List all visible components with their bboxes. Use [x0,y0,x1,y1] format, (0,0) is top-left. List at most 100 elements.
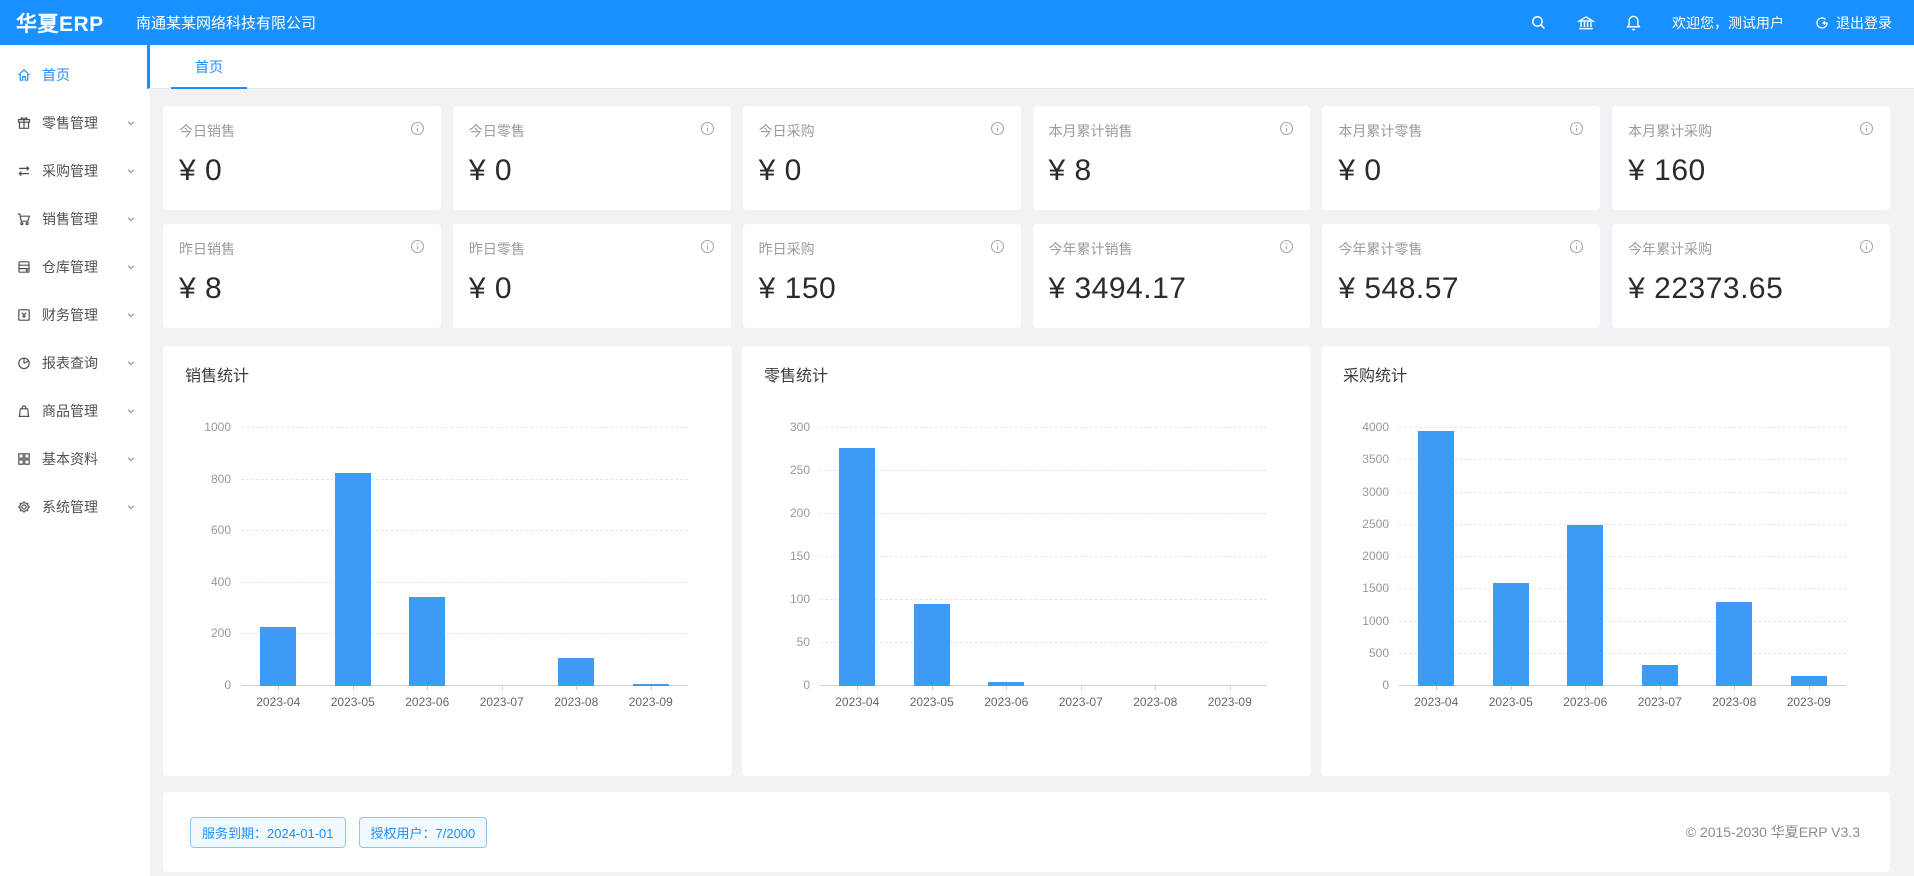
bar [1567,524,1604,686]
info-icon[interactable] [1279,239,1294,254]
info-icon[interactable] [1859,239,1874,254]
y-gridline: 100 [790,592,1267,606]
y-gridline: 0 [1382,678,1846,692]
info-icon[interactable] [990,239,1005,254]
info-icon[interactable] [410,121,425,136]
stat-card-title: 今年累计采购 [1628,241,1713,257]
chevron-down-icon [126,211,136,227]
stat-card: 昨日零售 ¥ 0 [452,224,731,328]
sidebar-item-purchase[interactable]: 采购管理 [0,151,150,191]
bar [988,681,1025,686]
welcome-user[interactable]: 欢迎您，测试用户 [1672,14,1784,31]
purchase-chart-plot: 0 500 1000 1500 2000 2500 3000 3500 4000 [1362,420,1846,692]
stat-card-value: ¥ 0 [468,154,513,187]
grid-icon [16,451,32,467]
y-tick-label: 600 [210,523,231,538]
retail-chart-xlabels: 2023-04 2023-05 2023-06 2023-07 2023-08 2023-… [820,695,1267,709]
x-tick [1006,686,1008,690]
company-name: 南通某某网络科技有限公司 [136,15,317,32]
x-tick-label: 2023-07 [1637,695,1682,709]
logout-icon [1814,15,1830,31]
sidebar-item-retail[interactable]: 零售管理 [0,103,150,143]
sidebar-item-warehouse[interactable]: 仓库管理 [0,247,150,287]
y-tick-label: 0 [224,678,231,692]
x-tick-label: 2023-07 [1058,695,1103,709]
sidebar-item-home[interactable]: 首页 [0,55,150,95]
info-icon[interactable] [1859,121,1874,136]
charts-grid: 销售统计 0 200 400 600 800 1000 2023-04 2023-05 202… [163,346,1890,776]
y-gridline: 1500 [1362,581,1846,595]
active-tab-indicator [171,87,247,89]
logout-button[interactable]: 退出登录 [1814,13,1892,33]
bag-icon [16,403,32,419]
x-tick [501,686,503,690]
home-icon [16,67,32,83]
chevron-down-icon [126,259,136,275]
y-tick-label: 2000 [1362,549,1389,563]
stat-card-value: ¥ 0 [758,154,802,187]
x-tick [576,686,578,690]
y-tick-label: 400 [210,574,231,589]
info-icon[interactable] [990,121,1005,136]
sidebar-item-products[interactable]: 商品管理 [0,391,150,431]
tab-home[interactable]: 首页 [171,45,247,89]
chevron-down-icon [126,451,136,467]
retail-chart-card: 零售统计 0 50 100 150 200 250 300 2023-04 2023-05 20… [742,346,1311,776]
bar [409,597,446,686]
bell-icon[interactable] [1625,14,1642,31]
sidebar-item-system[interactable]: 系统管理 [0,487,150,527]
search-icon[interactable] [1530,14,1547,31]
bank-icon[interactable] [1577,14,1595,32]
bar [1418,431,1455,686]
app-logo: 华夏ERP [16,12,104,36]
y-gridline: 1000 [204,420,688,434]
info-icon[interactable] [700,239,715,254]
stat-card-title: 今日采购 [758,123,815,139]
chart-title: 销售统计 [185,368,250,385]
stat-card: 本月累计采购 ¥ 160 [1612,106,1890,210]
stat-card: 本月累计销售 ¥ 8 [1032,106,1311,210]
y-tick-label: 800 [210,471,231,486]
y-gridline: 0 [803,678,1267,692]
y-gridline: 0 [224,678,688,692]
bar [260,626,297,686]
sidebar-item-finance[interactable]: 财务管理 [0,295,150,335]
sidebar-item-sales[interactable]: 销售管理 [0,199,150,239]
y-gridline: 300 [790,420,1267,434]
info-icon[interactable] [1569,239,1584,254]
x-tick [278,686,280,690]
bar [1641,664,1678,686]
stat-card-value: ¥ 0 [468,272,513,305]
x-tick-label: 2023-05 [330,695,375,709]
cart-icon [16,211,32,227]
chevron-down-icon [126,115,136,131]
y-tick-label: 200 [210,626,231,641]
stat-card-title: 本月累计销售 [1048,123,1133,139]
x-tick [1080,686,1082,690]
sidebar-item-reports[interactable]: 报表查询 [0,343,150,383]
y-gridline: 2500 [1362,517,1846,531]
info-icon[interactable] [1279,121,1294,136]
y-tick-label: 150 [789,549,810,563]
chart-title: 采购统计 [1343,368,1408,385]
stat-card-title: 本月累计零售 [1338,123,1423,139]
y-gridline: 500 [1369,646,1846,660]
sales-chart-plot: 0 200 400 600 800 1000 [204,420,688,692]
info-icon[interactable] [1569,121,1584,136]
info-icon[interactable] [700,121,715,136]
stat-card-value: ¥ 160 [1628,154,1706,187]
stat-card-value: ¥ 0 [179,154,223,187]
sidebar-item-basic-data[interactable]: 基本资料 [0,439,150,479]
x-tick-label: 2023-08 [1712,695,1757,709]
stat-card: 本月累计零售 ¥ 0 [1322,106,1601,210]
y-tick-label: 200 [789,506,810,520]
x-tick-label: 2023-04 [256,695,301,709]
x-tick [1436,686,1438,690]
y-gridline: 200 [790,506,1267,520]
stat-card: 昨日采购 ¥ 150 [742,224,1021,328]
licensed-users-badge: 授权用户：7/2000 [358,816,488,848]
x-tick [857,686,859,690]
x-tick [1659,686,1661,690]
info-icon[interactable] [410,239,425,254]
y-tick-label: 1500 [1362,581,1389,596]
